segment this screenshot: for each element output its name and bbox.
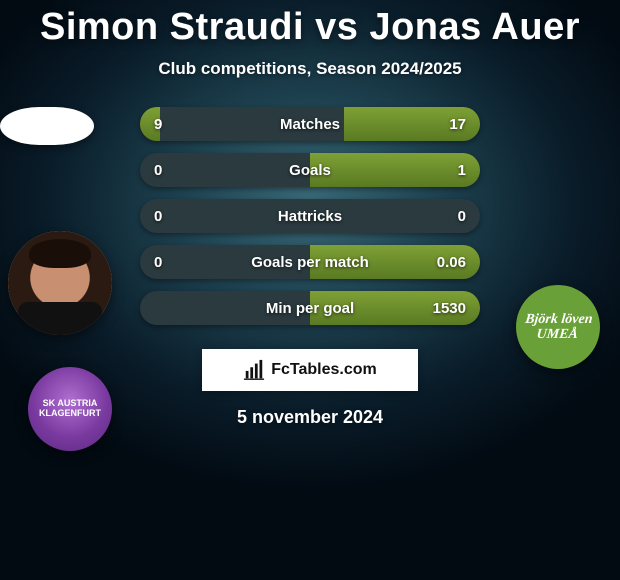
- comparison-body: SK AUSTRIA KLAGENFURT Björk löven UMEÅ 9…: [0, 107, 620, 337]
- player2-name: Jonas Auer: [369, 6, 580, 48]
- stat-value-right: 1: [458, 153, 466, 187]
- stat-row-goals-per-match: 0 Goals per match 0.06: [140, 245, 480, 279]
- stat-value-right: 17: [449, 107, 466, 141]
- branding-text: FcTables.com: [271, 361, 377, 379]
- stat-row-hattricks: 0 Hattricks 0: [140, 199, 480, 233]
- subtitle: Club competitions, Season 2024/2025: [0, 59, 620, 79]
- stat-label: Goals per match: [140, 245, 480, 279]
- stat-row-goals: 0 Goals 1: [140, 153, 480, 187]
- stat-label: Hattricks: [140, 199, 480, 233]
- title-vs: vs: [304, 6, 369, 48]
- player2-club-badge: Björk löven UMEÅ: [516, 285, 600, 369]
- stat-label: Goals: [140, 153, 480, 187]
- player2-club-name: Björk löven UMEÅ: [522, 312, 593, 343]
- player2-photo-placeholder: [0, 107, 94, 145]
- comparison-card: Simon Straudi vs Jonas Auer Club competi…: [0, 0, 620, 580]
- stat-value-right: 0.06: [437, 245, 466, 279]
- stat-label: Matches: [140, 107, 480, 141]
- stat-row-min-per-goal: Min per goal 1530: [140, 291, 480, 325]
- player1-face-placeholder: [8, 231, 112, 335]
- player1-club-badge: SK AUSTRIA KLAGENFURT: [28, 367, 112, 451]
- stat-label: Min per goal: [140, 291, 480, 325]
- stat-row-matches: 9 Matches 17: [140, 107, 480, 141]
- stat-value-right: 1530: [433, 291, 466, 325]
- stat-rows: 9 Matches 17 0 Goals 1 0 Hattricks 0: [140, 107, 480, 337]
- player1-club-name: SK AUSTRIA KLAGENFURT: [36, 399, 104, 419]
- branding-banner: FcTables.com: [202, 349, 418, 391]
- player1-photo: [8, 231, 112, 335]
- page-title: Simon Straudi vs Jonas Auer: [0, 6, 620, 49]
- bar-chart-icon: [243, 359, 265, 381]
- player1-name: Simon Straudi: [40, 6, 304, 48]
- stat-value-right: 0: [458, 199, 466, 233]
